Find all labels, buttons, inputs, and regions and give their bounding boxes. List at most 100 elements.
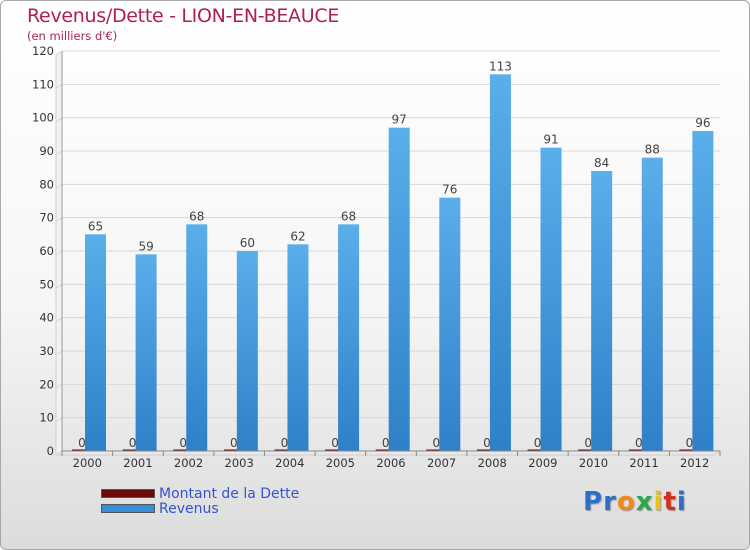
chart-title: Revenus/Dette - LION-EN-BEAUCE [27, 5, 340, 27]
y-tick-label: 50 [39, 277, 54, 291]
y-tick-label: 100 [32, 111, 54, 125]
gridline-wall [55, 217, 63, 223]
bar-dette [325, 449, 346, 451]
x-tick-label: 2004 [275, 456, 304, 470]
y-tick-label: 0 [47, 444, 54, 458]
data-label-revenus: 84 [594, 156, 609, 170]
x-tick-label: 2007 [427, 456, 456, 470]
logo-letter: i [653, 487, 664, 517]
bar-revenus [287, 244, 309, 451]
x-tick-label: 2005 [326, 456, 355, 470]
data-label-dette: 0 [78, 436, 86, 450]
logo-letter: x [635, 487, 654, 517]
bar-revenus [135, 254, 157, 451]
gridline-wall [55, 150, 63, 156]
data-label-revenus: 68 [189, 209, 204, 223]
y-tick-label: 20 [39, 377, 54, 391]
gridline-wall [55, 183, 63, 189]
bar-revenus [338, 224, 360, 451]
logo-letter: o [616, 487, 636, 517]
data-label-dette: 0 [230, 436, 238, 450]
gridline-wall [55, 350, 63, 356]
bar-revenus [692, 131, 714, 451]
bar-dette [72, 449, 92, 451]
logo-letter: i [676, 487, 687, 517]
bar-dette [628, 449, 649, 451]
gridline-wall [55, 250, 63, 256]
proxiti-logo: Proxiti [583, 487, 687, 517]
data-label-revenus: 113 [489, 59, 512, 73]
y-tick-label: 40 [39, 311, 54, 325]
gridline-wall [55, 50, 63, 56]
gridline-wall [55, 317, 63, 323]
logo-letter: t [663, 487, 677, 517]
bar-revenus [388, 127, 410, 452]
x-tick-label: 2011 [629, 456, 658, 470]
legend-label-revenus: Revenus [159, 500, 219, 517]
data-label-dette: 0 [179, 436, 187, 450]
y-tick-label: 120 [32, 44, 54, 58]
data-label-revenus: 62 [290, 229, 305, 243]
x-tick-label: 2003 [225, 456, 254, 470]
data-label-revenus: 65 [88, 219, 103, 233]
bar-dette [223, 449, 244, 451]
y-tick-label: 80 [39, 177, 54, 191]
y-tick-label: 110 [32, 77, 54, 91]
legend-item-dette: Montant de la Dette [101, 485, 300, 502]
x-tick-label: 2006 [376, 456, 405, 470]
floor [54, 450, 722, 456]
bar-dette [578, 449, 599, 451]
gridline-wall [55, 383, 63, 389]
bar-dette [122, 449, 143, 451]
data-label-dette: 0 [635, 436, 643, 450]
y-tick-label: 70 [39, 211, 54, 225]
data-label-dette: 0 [331, 436, 339, 450]
data-label-revenus: 76 [442, 183, 457, 197]
bar-revenus [540, 147, 562, 451]
bar-dette [375, 449, 396, 451]
x-tick-label: 2009 [528, 456, 557, 470]
x-tick-label: 2012 [680, 456, 709, 470]
x-tick-label: 2000 [73, 456, 102, 470]
bar-revenus [236, 251, 258, 451]
chart-subtitle: (en milliers d'€) [27, 29, 118, 43]
data-label-dette: 0 [382, 436, 390, 450]
bar-revenus [85, 234, 106, 451]
logo-letter: P [583, 487, 604, 517]
data-label-revenus: 59 [138, 239, 153, 253]
data-label-revenus: 88 [645, 143, 660, 157]
legend-item-revenus: Revenus [101, 500, 299, 517]
logo-letter: r [603, 487, 617, 517]
bar-revenus [439, 197, 461, 451]
data-label-revenus: 91 [543, 133, 558, 147]
bar-dette [679, 449, 700, 451]
data-label-dette: 0 [129, 436, 137, 450]
x-tick-label: 2010 [579, 456, 608, 470]
y-tick-label: 30 [39, 344, 54, 358]
gridline-wall [55, 117, 63, 123]
bar-revenus [489, 74, 511, 451]
gridline-wall [55, 83, 63, 89]
gridline-wall [55, 417, 63, 423]
legend-label-dette: Montant de la Dette [159, 485, 300, 502]
x-tick-label: 2008 [478, 456, 507, 470]
bar-dette [274, 449, 295, 451]
bar-dette [426, 449, 447, 451]
data-label-dette: 0 [483, 436, 491, 450]
data-label-dette: 0 [432, 436, 440, 450]
gridline-wall [55, 283, 63, 289]
bar-dette [173, 449, 194, 451]
data-label-dette: 0 [686, 436, 694, 450]
legend: Montant de la Dette Revenus [101, 485, 300, 517]
x-tick-label: 2001 [123, 456, 152, 470]
bar-revenus [186, 224, 208, 451]
bar-revenus [641, 157, 663, 451]
bar-dette [527, 449, 548, 451]
data-label-revenus: 97 [392, 113, 407, 127]
y-tick-label: 60 [39, 244, 54, 258]
data-label-dette: 0 [584, 436, 592, 450]
data-label-revenus: 60 [240, 236, 255, 250]
bar-dette [476, 449, 497, 451]
